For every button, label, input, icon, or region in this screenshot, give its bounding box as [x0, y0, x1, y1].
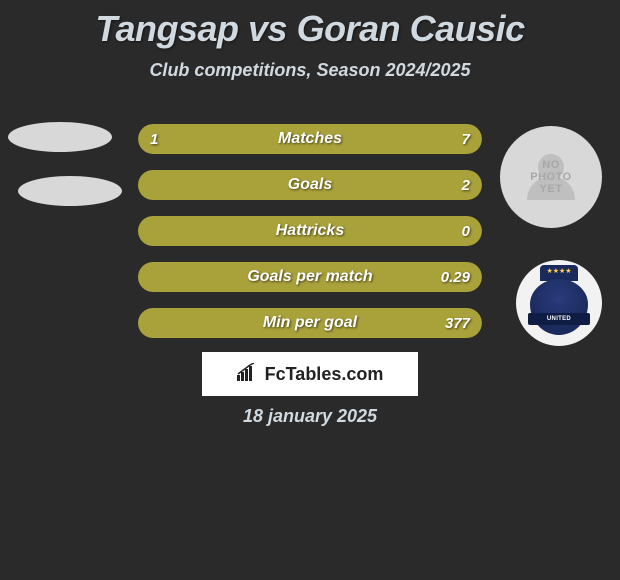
comparison-subtitle: Club competitions, Season 2024/2025 [0, 60, 620, 81]
stat-right-value: 2 [462, 170, 470, 200]
placeholder-text: NO PHOTO YET [500, 159, 602, 195]
player-right-club-badge: ★★★★ UNITED [516, 260, 602, 346]
stats-bars: Matches1 7 Goals2 Hattricks0 Goals per match… [138, 124, 482, 354]
stat-label: Matches [138, 124, 482, 154]
stat-row: Hattricks0 [138, 216, 482, 246]
badge-stars-icon: ★★★★ [546, 267, 571, 275]
stat-right-value: 7 [462, 124, 470, 154]
chart-bars-icon [237, 363, 259, 386]
stat-label: Goals per match [138, 262, 482, 292]
stat-label: Hattricks [138, 216, 482, 246]
player-left-avatar-top [8, 122, 112, 152]
stat-label: Goals [138, 170, 482, 200]
stat-row: Goals per match0.29 [138, 262, 482, 292]
placeholder-line-1: NO [500, 159, 602, 171]
snapshot-date: 18 january 2025 [0, 406, 620, 427]
placeholder-line-2: PHOTO [500, 171, 602, 183]
branding-text: FcTables.com [265, 364, 384, 385]
stat-right-value: 0.29 [441, 262, 470, 292]
stat-row: Goals2 [138, 170, 482, 200]
badge-shield [530, 279, 588, 335]
stat-row: Matches1 7 [138, 124, 482, 154]
stat-left-value: 1 [150, 124, 158, 154]
stat-right-value: 0 [462, 216, 470, 246]
player-right-avatar: NO PHOTO YET [500, 126, 602, 228]
stat-right-value: 377 [445, 308, 470, 338]
player-left-avatar-bottom [18, 176, 122, 206]
branding-box: FcTables.com [202, 352, 418, 396]
stat-label: Min per goal [138, 308, 482, 338]
badge-band-text: UNITED [528, 313, 590, 325]
stat-row: Min per goal377 [138, 308, 482, 338]
club-badge-icon: ★★★★ UNITED [530, 271, 588, 335]
placeholder-line-3: YET [500, 183, 602, 195]
comparison-title: Tangsap vs Goran Causic [0, 0, 620, 50]
